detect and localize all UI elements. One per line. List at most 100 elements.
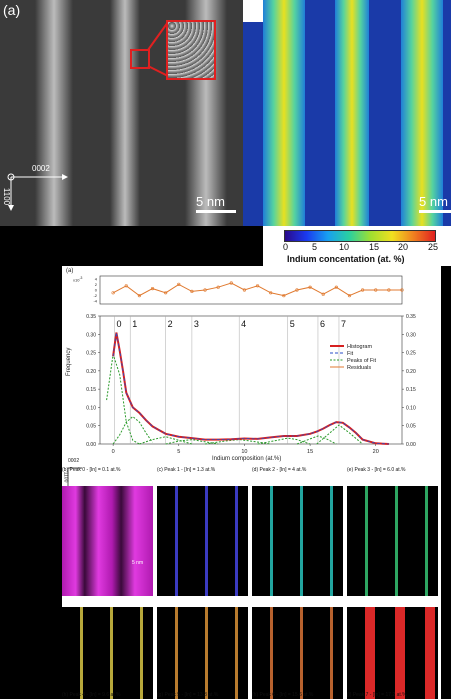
y-tick-label: 0.00 [86, 442, 96, 448]
zoom-connector-lines [147, 21, 169, 77]
peak-label: 1 [132, 319, 137, 329]
indium-map-panel: 5 nm [243, 0, 451, 226]
residual-exponent: -3 [79, 276, 83, 280]
peak-fit-curve [316, 424, 363, 445]
fit-line [112, 332, 389, 445]
x-tick-label: 10 [241, 449, 247, 455]
y-tick-label: 0.35 [86, 314, 96, 320]
peak-map-caption: (h) Peak 4 - [In] = 9.6 at.% [62, 692, 121, 698]
residual-point [347, 294, 352, 298]
axis-label-1100: 1100 [2, 187, 12, 206]
tem-stripe [35, 0, 73, 226]
peak-map-tile [252, 486, 343, 596]
residual-tick-label: -4 [93, 299, 97, 304]
colorbar-tick: 10 [339, 242, 350, 252]
peak-map-tile [347, 607, 438, 699]
residual-point [282, 294, 286, 298]
residual-point [111, 291, 115, 295]
residual-point [150, 287, 155, 291]
black-gap [0, 226, 263, 266]
peak-map-stripe [235, 607, 238, 699]
scale-bar [196, 210, 236, 213]
residual-point [177, 282, 181, 287]
peak-map-tile [62, 486, 153, 596]
peak-fit-curve [296, 435, 337, 445]
legend-label: Residuals [347, 365, 371, 371]
peak-fit-curve [204, 439, 271, 445]
legend-label: Peaks of Fit [347, 358, 377, 364]
residuals-line [112, 282, 402, 297]
peak-map-stripe [175, 486, 178, 596]
x-tick-label: 20 [373, 449, 379, 455]
axis-arrows-icon [7, 173, 68, 211]
axis-arrows-icon [67, 467, 82, 486]
peak-map-stripe [205, 607, 208, 699]
peak-map-stripe [365, 486, 368, 596]
peak-map-caption: (h) Peak 6 - [In] = 15.6 at.% [252, 692, 314, 698]
panel-label: (a) [3, 2, 21, 18]
peak-map-stripe [300, 486, 303, 596]
scale-bar [419, 210, 451, 213]
peak-map-tile [347, 486, 438, 596]
peak-map-stripe [365, 607, 375, 699]
residual-point [334, 285, 338, 289]
peak-label: 3 [194, 319, 199, 329]
y-axis-label: Frequency [66, 347, 72, 376]
peak-maps-figure: 0002 1100 (b) Peak 0 - [In] = 0.1 at.% (c… [62, 458, 441, 699]
peak-map-stripe [140, 607, 143, 699]
peak-map-stripe [395, 607, 405, 699]
black-margin-right [441, 266, 451, 699]
map-corner-blank [243, 0, 263, 22]
peak-map-tile [157, 486, 248, 596]
residual-tick-label: 0 [95, 288, 98, 293]
peak-map-stripe [270, 486, 273, 596]
residual-point [400, 288, 404, 292]
peak-map-stripe [80, 607, 83, 699]
x-tick-label: 0 [112, 449, 115, 455]
peak-map-stripe [330, 607, 333, 699]
y-tick-label: 0.00 [406, 442, 416, 448]
histogram-chart: 0.00 0.00 0.05 0.05 0.10 0.10 0.15 0.15 0.20 0.20… [86, 275, 416, 455]
y-tick-label: 0.25 [86, 351, 96, 357]
peak-fit-curve [112, 415, 153, 445]
y-tick-label: 0.20 [406, 369, 416, 375]
residual-point [308, 285, 312, 289]
residual-point [374, 288, 378, 292]
peak-label: 6 [320, 319, 325, 329]
tem-stripe [110, 0, 140, 226]
residual-point [164, 291, 168, 295]
colorbar [284, 230, 436, 242]
peak-map-stripe [395, 486, 398, 596]
colorbar-tick: 20 [398, 242, 409, 252]
y-tick-label: 0.05 [406, 424, 416, 430]
residual-point [203, 288, 207, 292]
tile-scale-bar-label: 5 nm [132, 560, 144, 566]
peak-label: 0 [116, 319, 121, 329]
residual-point [229, 281, 233, 285]
peak-map-caption: (g) Peak 5 - [In] = 13.3 at.% [157, 692, 219, 698]
scale-bar-label: 5 nm [419, 194, 448, 209]
peak-map-tile [157, 607, 248, 699]
residual-point [269, 291, 273, 295]
colorbar-tick: 25 [428, 242, 439, 252]
residual-point [124, 284, 128, 288]
peak-map-stripe [425, 486, 428, 596]
y-tick-label: 0.30 [86, 332, 96, 338]
plot-frame [99, 315, 403, 445]
y-tick-label: 0.25 [406, 351, 416, 357]
peak-label: 2 [168, 319, 173, 329]
peak-map-caption: (d) Peak 2 - [In] = 4 at.% [252, 467, 307, 473]
peak-map-stripe [330, 486, 333, 596]
zoom-inset-image [166, 20, 216, 80]
map-stripe [335, 0, 369, 226]
residual-frame [99, 275, 403, 305]
colorbar-label: Indium concentation (at. %) [287, 254, 405, 264]
tem-image-panel: (a) 0002 1100 5 nm [0, 0, 243, 226]
colorbar-panel: 0 5 10 15 20 25 Indium concentation (at.… [263, 226, 451, 266]
x-axis-label: Indium composition (at.%) [212, 456, 282, 462]
residual-tick-label: 4 [95, 276, 98, 281]
peak-map-tile [62, 607, 153, 699]
residual-point [361, 288, 365, 292]
peak-map-stripe [235, 486, 238, 596]
peak-label: 7 [341, 319, 346, 329]
